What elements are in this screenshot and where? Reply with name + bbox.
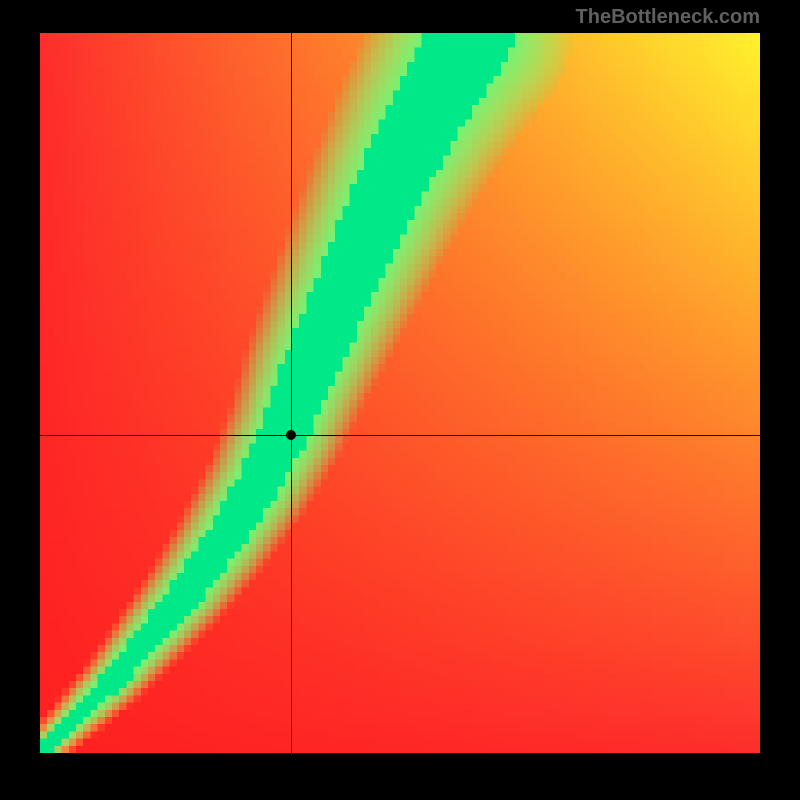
heatmap-canvas <box>40 33 760 753</box>
watermark-text: TheBottleneck.com <box>576 6 760 29</box>
bottleneck-heatmap <box>40 33 760 753</box>
crosshair-vertical <box>291 33 292 753</box>
crosshair-horizontal <box>40 435 760 436</box>
selection-marker <box>286 430 296 440</box>
